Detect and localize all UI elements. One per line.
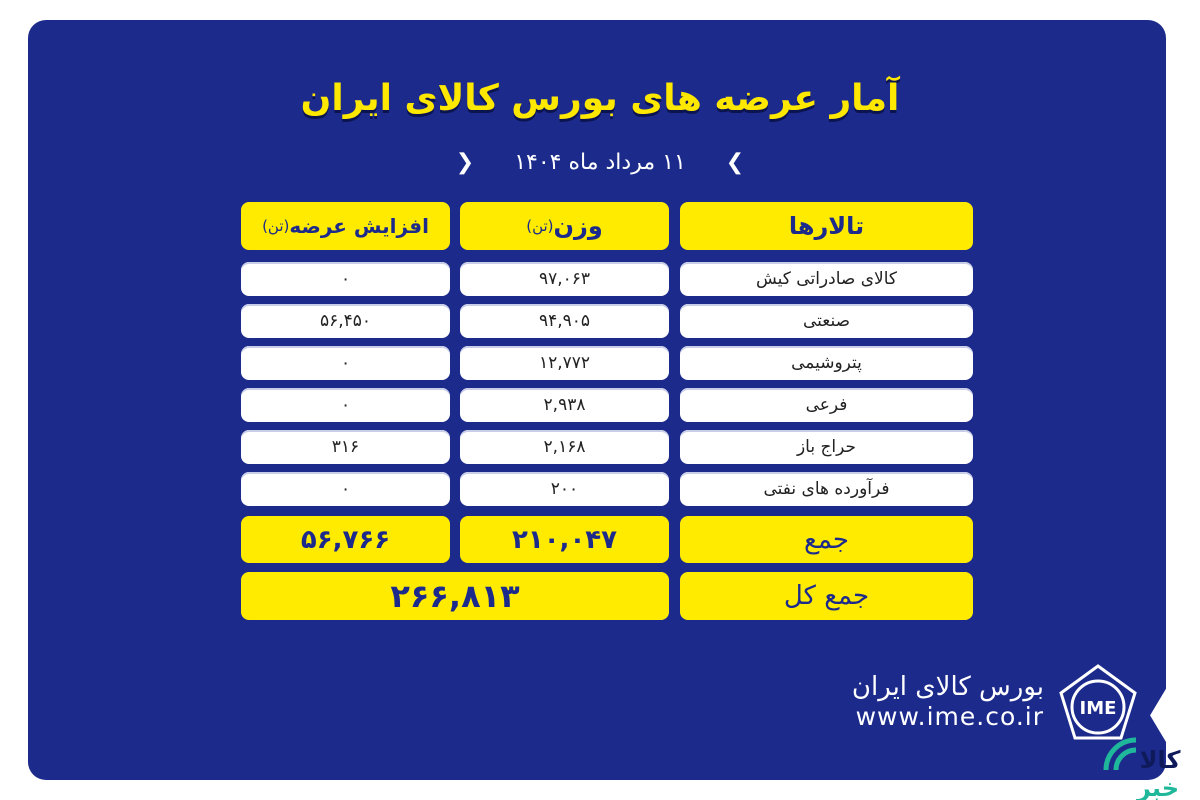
date-label: ۱۱ مرداد ماه ۱۴۰۴ bbox=[514, 150, 686, 175]
date-row: ❯ ۱۱ مرداد ماه ۱۴۰۴ ❮ bbox=[0, 150, 1200, 175]
table-cell-weight: ۱۲,۷۷۲ bbox=[460, 346, 669, 380]
brand-block: بورس کالای ایران www.ime.co.ir bbox=[820, 672, 1044, 731]
header-hall-label: تالارها bbox=[788, 212, 865, 240]
table-cell-increase: ۰ bbox=[241, 472, 450, 506]
header-weight: وزن (تن) bbox=[460, 202, 669, 250]
sum-label: جمع bbox=[680, 516, 973, 563]
table-cell-increase: ۰ bbox=[241, 388, 450, 422]
table-cell-weight: ۲۰۰ bbox=[460, 472, 669, 506]
watermark-logo-icon: کالا خبر bbox=[1103, 737, 1181, 800]
ime-logo-icon: IME bbox=[1059, 664, 1137, 740]
header-weight-unit: (تن) bbox=[526, 217, 554, 235]
table-cell-increase: ۰ bbox=[241, 346, 450, 380]
table-cell-weight: ۲,۱۶۸ bbox=[460, 430, 669, 464]
sum-increase: ۵۶,۷۶۶ bbox=[241, 516, 450, 563]
table-cell-increase: ۳۱۶ bbox=[241, 430, 450, 464]
svg-text:خبر: خبر bbox=[1136, 774, 1179, 800]
svg-text:کالا: کالا bbox=[1140, 746, 1181, 774]
table-cell-weight: ۹۴,۹۰۵ bbox=[460, 304, 669, 338]
header-hall: تالارها bbox=[680, 202, 973, 250]
header-weight-label: وزن bbox=[553, 212, 603, 240]
table-cell-increase: ۵۶,۴۵۰ bbox=[241, 304, 450, 338]
header-increase-label: افزایش عرضه bbox=[289, 214, 429, 238]
chevron-right-icon: ❯ bbox=[725, 150, 745, 175]
grand-total-label: جمع کل bbox=[680, 572, 973, 620]
table-cell-weight: ۲,۹۳۸ bbox=[460, 388, 669, 422]
header-increase: افزایش عرضه (تن) bbox=[241, 202, 450, 250]
table-cell-weight: ۹۷,۰۶۳ bbox=[460, 262, 669, 296]
table-cell-hall: صنعتی bbox=[680, 304, 973, 338]
grand-total-value: ۲۶۶,۸۱۳ bbox=[241, 572, 669, 620]
page-title: آمار عرضه های بورس کالای ایران bbox=[300, 78, 900, 119]
svg-text:IME: IME bbox=[1080, 698, 1117, 719]
table-cell-hall: کالای صادراتی کیش bbox=[680, 262, 973, 296]
table-cell-hall: فرآورده های نفتی bbox=[680, 472, 973, 506]
brand-url: www.ime.co.ir bbox=[855, 702, 1044, 731]
table-cell-hall: حراج باز bbox=[680, 430, 973, 464]
header-increase-unit: (تن) bbox=[262, 217, 290, 235]
brand-name: بورس کالای ایران bbox=[851, 672, 1044, 702]
table-cell-hall: پتروشیمی bbox=[680, 346, 973, 380]
chevron-left-icon: ❮ bbox=[455, 150, 475, 175]
table-cell-increase: ۰ bbox=[241, 262, 450, 296]
sum-weight: ۲۱۰,۰۴۷ bbox=[460, 516, 669, 563]
table-cell-hall: فرعی bbox=[680, 388, 973, 422]
